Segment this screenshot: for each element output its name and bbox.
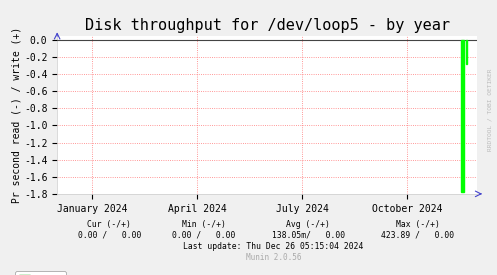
Text: 0.00 /   0.00: 0.00 / 0.00 xyxy=(172,231,236,240)
Legend: Bytes: Bytes xyxy=(15,271,66,275)
Text: Max (-/+): Max (-/+) xyxy=(396,220,439,229)
Y-axis label: Pr second read (-) / write (+): Pr second read (-) / write (+) xyxy=(11,27,21,203)
Polygon shape xyxy=(461,40,464,192)
Text: Min (-/+): Min (-/+) xyxy=(182,220,226,229)
Text: Cur (-/+): Cur (-/+) xyxy=(87,220,131,229)
Text: 423.89 /   0.00: 423.89 / 0.00 xyxy=(381,231,454,240)
Title: Disk throughput for /dev/loop5 - by year: Disk throughput for /dev/loop5 - by year xyxy=(84,18,450,33)
Text: 138.05m/   0.00: 138.05m/ 0.00 xyxy=(271,231,345,240)
Text: Last update: Thu Dec 26 05:15:04 2024: Last update: Thu Dec 26 05:15:04 2024 xyxy=(183,242,363,251)
Polygon shape xyxy=(466,40,468,64)
Text: Munin 2.0.56: Munin 2.0.56 xyxy=(246,253,301,262)
Text: Avg (-/+): Avg (-/+) xyxy=(286,220,330,229)
Text: 0.00 /   0.00: 0.00 / 0.00 xyxy=(78,231,141,240)
Text: RRDTOOL / TOBI OETIKER: RRDTOOL / TOBI OETIKER xyxy=(487,69,492,151)
